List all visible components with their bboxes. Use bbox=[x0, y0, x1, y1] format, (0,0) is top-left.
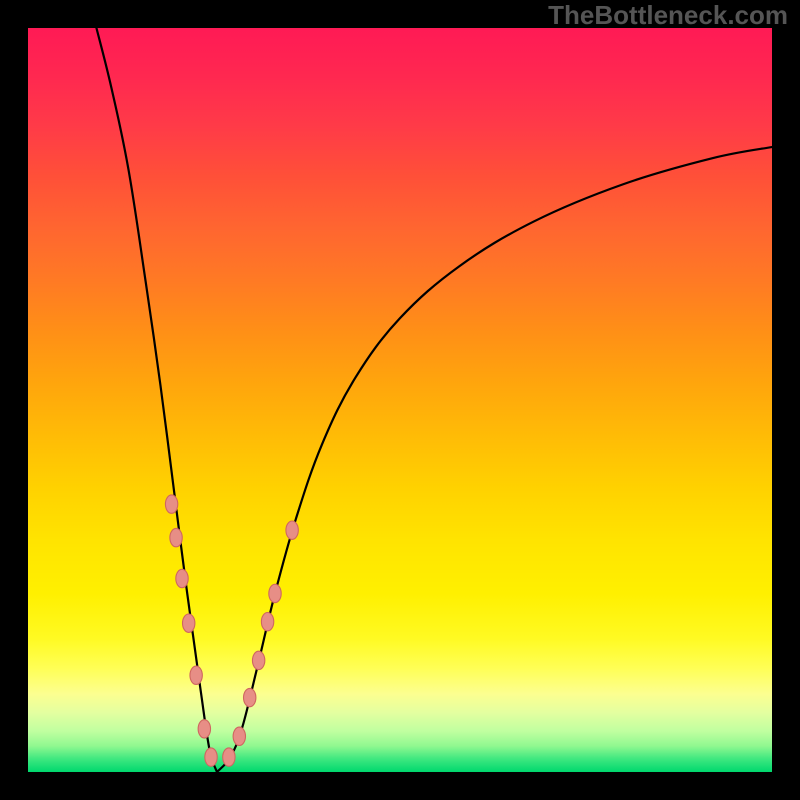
marker-6 bbox=[205, 748, 217, 766]
marker-7 bbox=[223, 748, 235, 766]
marker-9 bbox=[244, 688, 256, 706]
marker-4 bbox=[190, 666, 202, 684]
marker-12 bbox=[269, 584, 281, 602]
marker-3 bbox=[183, 614, 195, 632]
watermark-text: TheBottleneck.com bbox=[548, 0, 788, 31]
marker-10 bbox=[252, 651, 264, 669]
marker-0 bbox=[165, 495, 177, 513]
marker-1 bbox=[170, 528, 182, 546]
plot-area bbox=[28, 28, 772, 772]
marker-2 bbox=[176, 569, 188, 587]
curve-left-branch bbox=[96, 28, 217, 772]
curve-right-branch bbox=[217, 147, 772, 772]
marker-11 bbox=[261, 613, 273, 631]
chart-svg bbox=[28, 28, 772, 772]
marker-13 bbox=[286, 521, 298, 539]
marker-5 bbox=[198, 720, 210, 738]
marker-8 bbox=[233, 727, 245, 745]
